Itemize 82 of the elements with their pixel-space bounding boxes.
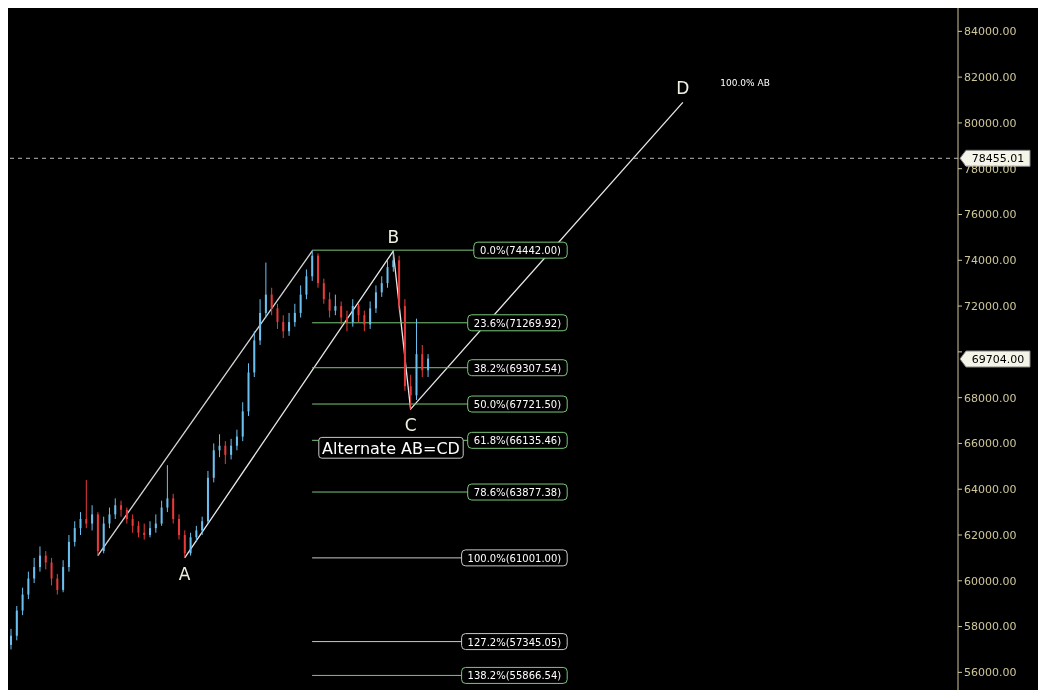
candlestick (201, 516, 204, 536)
candlestick (276, 303, 279, 330)
candlestick (183, 529, 186, 559)
candlestick (328, 291, 331, 319)
candlestick (91, 504, 94, 531)
candlestick (131, 513, 134, 534)
y-tick-label: 68000.00 (964, 391, 1017, 405)
y-tick-label: 80000.00 (964, 116, 1017, 130)
candlestick (351, 298, 354, 328)
ref-line-label: 78455.01 (971, 152, 1025, 166)
annotation: Alternate AB=CD (322, 439, 460, 459)
candlestick (230, 438, 233, 460)
ref-line-label: 0.0%(74442.00) (480, 245, 562, 257)
data-label: C (404, 415, 417, 436)
y-tick-label: 72000.00 (964, 299, 1017, 313)
candlestick (172, 493, 175, 525)
candlestick (85, 479, 88, 529)
candlestick (293, 303, 296, 328)
candlestick (62, 559, 65, 593)
candlestick (38, 545, 41, 573)
candlestick (10, 628, 12, 650)
candlestick (79, 511, 82, 536)
candlestick (317, 252, 320, 289)
candlestick (149, 520, 152, 538)
candlestick (340, 301, 343, 325)
candlestick (380, 275, 383, 298)
candlestick (311, 249, 314, 282)
candlestick (50, 557, 53, 586)
candlestick (27, 571, 30, 600)
ref-line-label: 61.8%(66135.46) (473, 435, 562, 447)
y-tick-label: 64000.00 (964, 483, 1017, 497)
y-tick-label: 58000.00 (964, 620, 1017, 634)
candlestick (305, 268, 308, 300)
candlestick (374, 284, 377, 314)
data-label: A (178, 563, 191, 584)
candlestick (21, 587, 24, 616)
y-tick-label: 74000.00 (964, 254, 1017, 268)
candlestick (363, 310, 366, 332)
candlestick (177, 513, 180, 541)
ref-line-label: 100.0%(61001.00) (467, 552, 562, 564)
y-tick-label: 82000.00 (964, 71, 1017, 85)
candlestick (224, 440, 227, 465)
candlestick (270, 287, 273, 316)
candlestick (264, 262, 267, 319)
candlestick (386, 259, 389, 289)
candlestick (421, 344, 424, 378)
candlestick (334, 294, 337, 316)
y-tick-label: 84000.00 (964, 25, 1017, 39)
candlestick (369, 301, 372, 330)
candlestick (322, 278, 325, 305)
candlestick (189, 532, 192, 557)
candlestick (120, 500, 123, 518)
candlestick (299, 284, 302, 319)
candlestick (33, 557, 36, 584)
annotation: 100.0% AB (720, 77, 770, 88)
candlestick (108, 507, 111, 529)
candlestick (235, 429, 238, 451)
y-tick-label: 56000.00 (964, 666, 1017, 680)
candlestick (282, 314, 285, 339)
ref-line-label: 23.6%(71269.92) (473, 317, 562, 329)
candlestick (288, 312, 291, 337)
candlestick (73, 520, 76, 547)
y-tick-label: 76000.00 (964, 208, 1017, 222)
candlestick (409, 374, 412, 410)
ref-line-label: 138.2%(55866.54) (467, 670, 562, 682)
candlestick (166, 464, 169, 513)
data-label: B (387, 227, 400, 248)
candlestick (392, 249, 395, 273)
candlestick (56, 573, 59, 596)
ref-line-label: 38.2%(69307.54) (473, 362, 562, 374)
ref-line-label: 78.6%(63877.38) (473, 487, 562, 499)
ref-line-label: 127.2%(57345.05) (467, 636, 562, 648)
candlestick (357, 303, 360, 323)
candlestick (427, 353, 430, 378)
y-tick-label: 62000.00 (964, 528, 1017, 542)
candlestick (160, 500, 163, 527)
y-tick-label: 60000.00 (964, 574, 1017, 588)
ref-line-label: 50.0%(67721.50) (473, 399, 562, 411)
candlestick (114, 497, 117, 520)
data-label: D (676, 78, 690, 99)
text: 69704.00 (971, 353, 1025, 366)
y-tick-label: 66000.00 (964, 437, 1017, 451)
